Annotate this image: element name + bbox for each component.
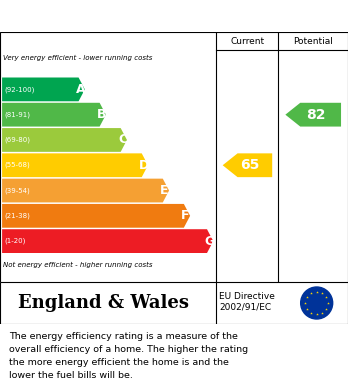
Text: (92-100): (92-100) xyxy=(5,86,35,93)
Text: G: G xyxy=(204,235,214,248)
Text: (69-80): (69-80) xyxy=(5,137,31,143)
Text: F: F xyxy=(181,209,190,222)
Text: Potential: Potential xyxy=(293,36,333,45)
Text: Energy Efficiency Rating: Energy Efficiency Rating xyxy=(10,9,220,23)
Text: (81-91): (81-91) xyxy=(5,111,31,118)
Text: (21-38): (21-38) xyxy=(5,213,31,219)
Polygon shape xyxy=(223,153,272,177)
Text: E: E xyxy=(160,184,168,197)
Text: Current: Current xyxy=(230,36,264,45)
Text: The energy efficiency rating is a measure of the
overall efficiency of a home. T: The energy efficiency rating is a measur… xyxy=(9,332,248,380)
Text: Not energy efficient - higher running costs: Not energy efficient - higher running co… xyxy=(3,262,152,267)
Text: B: B xyxy=(97,108,106,121)
Text: (55-68): (55-68) xyxy=(5,162,31,169)
Text: England & Wales: England & Wales xyxy=(18,294,189,312)
Polygon shape xyxy=(2,204,190,228)
Text: EU Directive
2002/91/EC: EU Directive 2002/91/EC xyxy=(220,292,275,312)
Polygon shape xyxy=(2,153,148,177)
Text: A: A xyxy=(76,83,85,96)
Polygon shape xyxy=(2,128,127,152)
Text: 65: 65 xyxy=(240,158,260,172)
Polygon shape xyxy=(2,77,85,101)
Text: (1-20): (1-20) xyxy=(5,238,26,244)
Text: (39-54): (39-54) xyxy=(5,187,31,194)
Text: 82: 82 xyxy=(306,108,326,122)
Polygon shape xyxy=(2,229,213,253)
Polygon shape xyxy=(2,103,106,127)
Polygon shape xyxy=(2,179,169,203)
Text: C: C xyxy=(118,133,127,147)
Text: Very energy efficient - lower running costs: Very energy efficient - lower running co… xyxy=(3,55,152,61)
Polygon shape xyxy=(285,103,341,127)
Ellipse shape xyxy=(301,287,333,319)
Text: D: D xyxy=(139,159,149,172)
